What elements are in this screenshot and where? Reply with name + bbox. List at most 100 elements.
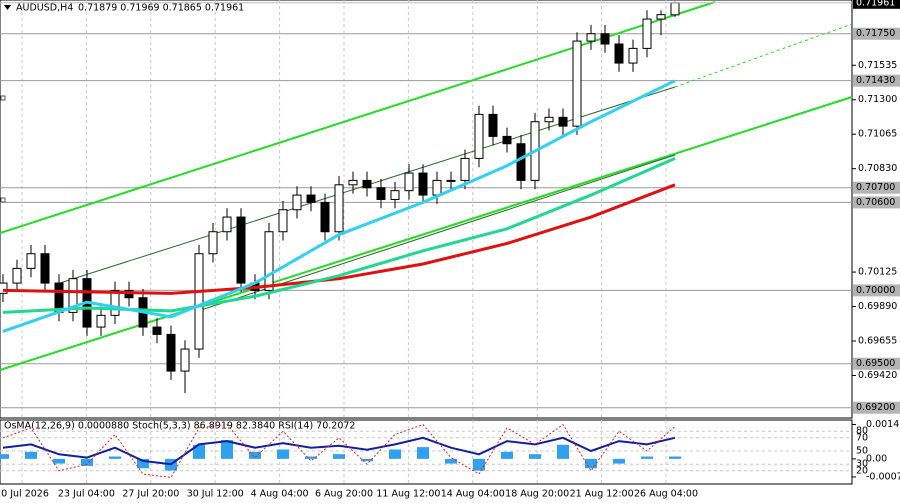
x-tick-label: 11 Aug 12:00: [376, 489, 440, 500]
candle-body: [12, 267, 22, 284]
candle-body: [194, 253, 204, 350]
osma-bar: [0, 454, 9, 459]
osma-bar: [25, 451, 37, 459]
candle-body: [292, 194, 302, 211]
osma-bar: [473, 458, 485, 471]
osma-bar: [221, 440, 233, 459]
y-tick-label: 0.69655: [858, 336, 897, 347]
osma-bar: [193, 444, 205, 459]
osma-bar: [529, 454, 541, 459]
y-tick-label: 50: [856, 446, 868, 457]
x-tick-label: 23 Jul 04:00: [58, 489, 115, 500]
channel-mid-ext: [674, 23, 853, 88]
x-tick-label: 26 Aug 04:00: [634, 489, 698, 500]
y2-tick-label: 0.0014623: [866, 419, 900, 430]
osma-bar: [445, 458, 457, 464]
main-frame: [0, 0, 853, 419]
candle-body: [656, 14, 666, 20]
candle-body: [488, 113, 498, 137]
candle-body: [418, 172, 428, 196]
y-tick-label: 0.69420: [858, 370, 897, 381]
y-tick-label: 0.71535: [858, 60, 897, 71]
candle-body: [334, 184, 344, 233]
candle-body: [376, 187, 386, 200]
candle-body: [572, 40, 582, 127]
candle-body: [208, 231, 218, 255]
level-label: 0.70000: [856, 285, 895, 296]
y-tick-label: 0.70830: [858, 163, 897, 174]
candle-body: [348, 179, 358, 186]
osma-bar: [389, 449, 401, 459]
candle-body: [152, 326, 162, 335]
moving-average: [2, 79, 676, 333]
ohlc-text: 0.71879 0.71969 0.71865 0.71961: [78, 3, 244, 14]
x-tick-label: 14 Aug 04:00: [441, 489, 505, 500]
osma-bar: [613, 458, 625, 464]
x-tick-label: 20 Jul 2026: [0, 489, 49, 500]
osma-bar: [305, 456, 317, 459]
candle-body: [390, 190, 400, 200]
osma-bar: [81, 458, 93, 466]
osma-bar: [277, 449, 289, 459]
level-box: [853, 284, 900, 297]
osma-bar: [501, 451, 513, 459]
anchor: [0, 95, 6, 101]
candle-body: [236, 216, 246, 284]
candle-body: [166, 333, 176, 372]
y-tick-label: 20: [856, 465, 868, 476]
level-label: 0.70600: [856, 197, 895, 208]
level-label: 0.70700: [856, 182, 895, 193]
channel-upper: [0, 1, 716, 234]
y-tick-label: 0.71065: [858, 129, 897, 140]
candle-body: [264, 231, 274, 291]
menu-arrow: [4, 5, 11, 10]
y-tick-label: 30: [856, 459, 868, 470]
candle-body: [432, 179, 442, 196]
indicator-title: OsMA(12,26,9) 0.0000880 Stoch(5,3,3) 86.…: [4, 421, 355, 432]
candle-body: [460, 157, 470, 181]
osma-bar: [333, 454, 345, 459]
candle-body: [516, 143, 526, 181]
candle-body: [222, 216, 232, 233]
candle-body: [26, 253, 36, 269]
level-box: [853, 401, 900, 414]
osma-bar: [249, 451, 261, 459]
candle-body: [362, 179, 372, 189]
y-tick-label: 0.69890: [858, 301, 897, 312]
candle-body: [586, 33, 596, 42]
osma-bar: [557, 444, 569, 459]
osma-bar: [109, 456, 121, 459]
candle-body: [628, 47, 638, 64]
level-box: [853, 357, 900, 370]
osma-bar: [361, 458, 373, 462]
candle-body: [180, 348, 190, 372]
y-tick-label: 0.70125: [858, 267, 897, 278]
candle-body: [404, 172, 414, 192]
candle-body: [544, 116, 554, 123]
y-tick-label: 70: [856, 432, 868, 443]
oscillator-line: [2, 436, 676, 466]
osma-bar: [53, 458, 65, 464]
oscillator-line: [2, 423, 676, 478]
level-label: 0.71430: [856, 75, 895, 86]
candle-body: [502, 135, 512, 145]
x-tick-label: 18 Aug 20:00: [505, 489, 569, 500]
level-label: 0.69500: [856, 358, 895, 369]
moving-average: [2, 183, 676, 295]
anchor: [0, 197, 6, 203]
level-box: [853, 196, 900, 209]
candle-body: [474, 113, 484, 159]
candle-body: [96, 314, 106, 328]
symbol-title: AUDUSD,H4: [16, 3, 73, 14]
candle-body: [600, 33, 610, 45]
candle-body: [670, 2, 680, 16]
level-box: [853, 181, 900, 194]
level-box: [853, 74, 900, 87]
level-label: 0.71750: [856, 28, 895, 39]
x-tick-label: 4 Aug 04:00: [251, 489, 309, 500]
y2-tick-label: 0.00: [866, 453, 887, 464]
x-tick-label: 21 Aug 12:00: [570, 489, 634, 500]
osma-bar: [137, 458, 149, 469]
candle-body: [306, 194, 316, 203]
